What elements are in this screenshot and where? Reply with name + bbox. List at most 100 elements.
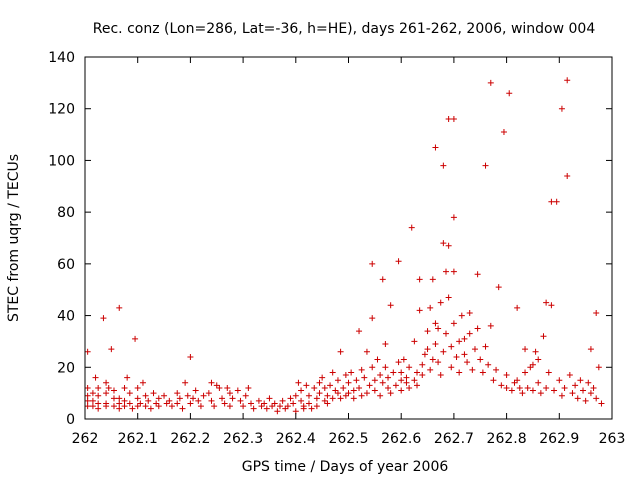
data-point bbox=[245, 384, 252, 391]
y-tick-label: 20 bbox=[57, 360, 75, 376]
data-point bbox=[329, 369, 336, 376]
data-point bbox=[95, 392, 102, 399]
data-point bbox=[300, 405, 307, 412]
data-point bbox=[529, 361, 536, 368]
data-point bbox=[487, 322, 494, 329]
data-point bbox=[234, 387, 241, 394]
data-point bbox=[440, 240, 447, 247]
data-point bbox=[226, 390, 233, 397]
data-point bbox=[450, 214, 457, 221]
data-point bbox=[414, 369, 421, 376]
data-point bbox=[456, 338, 463, 345]
data-point bbox=[84, 392, 91, 399]
data-point bbox=[250, 405, 257, 412]
data-point bbox=[150, 390, 157, 397]
data-point bbox=[298, 397, 305, 404]
data-point bbox=[92, 374, 99, 381]
data-point bbox=[184, 392, 191, 399]
data-point bbox=[279, 397, 286, 404]
x-axis-label: GPS time / Days of year 2006 bbox=[242, 459, 449, 475]
data-point bbox=[508, 387, 515, 394]
data-point bbox=[522, 346, 529, 353]
data-point bbox=[353, 377, 360, 384]
data-point bbox=[89, 397, 96, 404]
x-tick-label: 262.8 bbox=[487, 431, 527, 447]
data-point bbox=[427, 366, 434, 373]
data-point bbox=[495, 284, 502, 291]
data-point bbox=[429, 276, 436, 283]
data-point bbox=[187, 400, 194, 407]
data-point bbox=[482, 162, 489, 169]
data-point bbox=[458, 312, 465, 319]
data-point bbox=[348, 369, 355, 376]
data-point bbox=[450, 116, 457, 123]
data-point bbox=[548, 198, 555, 205]
data-point bbox=[543, 384, 550, 391]
data-point bbox=[334, 377, 341, 384]
data-point bbox=[174, 390, 181, 397]
data-point bbox=[371, 387, 378, 394]
data-point bbox=[116, 405, 123, 412]
data-point bbox=[558, 392, 565, 399]
data-point bbox=[237, 397, 244, 404]
data-point bbox=[479, 369, 486, 376]
data-point bbox=[474, 271, 481, 278]
x-tick-label: 262.3 bbox=[223, 431, 263, 447]
data-point bbox=[461, 351, 468, 358]
data-point bbox=[387, 302, 394, 309]
data-point bbox=[519, 390, 526, 397]
data-point bbox=[308, 405, 315, 412]
data-point bbox=[382, 341, 389, 348]
data-point bbox=[400, 356, 407, 363]
data-point bbox=[255, 397, 262, 404]
y-tick-label: 60 bbox=[57, 257, 75, 273]
data-point bbox=[100, 315, 107, 322]
data-point bbox=[121, 403, 128, 410]
data-point bbox=[437, 372, 444, 379]
data-point bbox=[84, 403, 91, 410]
data-point bbox=[84, 397, 91, 404]
data-point bbox=[595, 364, 602, 371]
data-point bbox=[564, 172, 571, 179]
data-point bbox=[419, 361, 426, 368]
data-point bbox=[537, 390, 544, 397]
data-point bbox=[424, 328, 431, 335]
data-point bbox=[498, 382, 505, 389]
data-point bbox=[437, 299, 444, 306]
data-point bbox=[208, 397, 215, 404]
data-point bbox=[208, 379, 215, 386]
data-point bbox=[406, 384, 413, 391]
data-point bbox=[95, 405, 102, 412]
data-point bbox=[89, 390, 96, 397]
data-point bbox=[153, 400, 160, 407]
data-point bbox=[403, 379, 410, 386]
data-point bbox=[532, 348, 539, 355]
data-point bbox=[124, 374, 131, 381]
data-point bbox=[471, 346, 478, 353]
data-point bbox=[445, 294, 452, 301]
data-point bbox=[566, 372, 573, 379]
data-point bbox=[316, 390, 323, 397]
data-point bbox=[95, 384, 102, 391]
data-point bbox=[132, 335, 139, 342]
data-point bbox=[582, 397, 589, 404]
data-point bbox=[324, 400, 331, 407]
data-point bbox=[345, 379, 352, 386]
data-point bbox=[313, 403, 320, 410]
data-point bbox=[103, 390, 110, 397]
x-tick-label: 262 bbox=[72, 431, 99, 447]
data-point bbox=[269, 403, 276, 410]
data-point bbox=[558, 105, 565, 112]
data-point bbox=[274, 408, 281, 415]
data-point bbox=[342, 372, 349, 379]
data-point bbox=[369, 364, 376, 371]
y-tick-label: 140 bbox=[48, 50, 75, 66]
data-point bbox=[527, 364, 534, 371]
data-point bbox=[110, 395, 117, 402]
data-point bbox=[116, 400, 123, 407]
y-tick-label: 0 bbox=[66, 412, 75, 428]
data-point bbox=[377, 392, 384, 399]
data-point bbox=[313, 395, 320, 402]
data-point bbox=[564, 77, 571, 84]
